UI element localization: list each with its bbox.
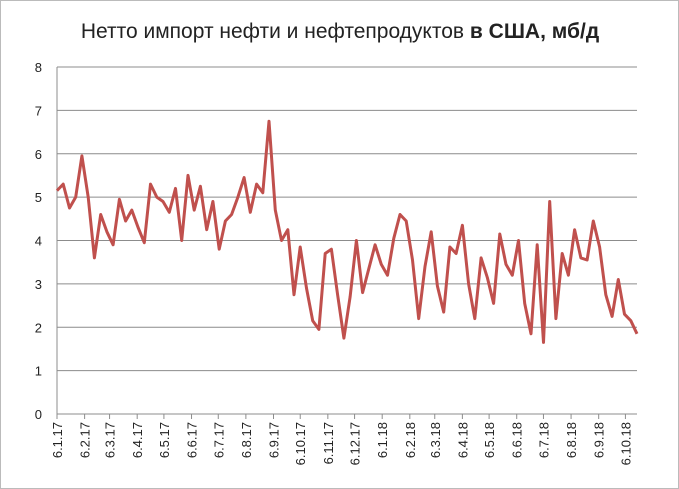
y-tick-label: 4 [35,234,42,249]
title-part: Нетто импорт нефти и нефтепродуктов [81,20,464,43]
x-tick-label: 6.10.18 [618,422,633,465]
x-tick-label: 6.8.17 [239,422,254,458]
x-tick-label: 6.6.18 [510,422,525,458]
x-tick-label: 6.7.17 [211,422,226,458]
y-tick-label: 3 [35,277,42,292]
x-tick-label: 6.3.17 [103,422,118,458]
x-tick-label: 6.8.18 [564,422,579,458]
x-tick-label: 6.1.17 [50,422,65,458]
x-tick-label: 6.12.17 [348,422,363,465]
x-tick-label: 6.2.17 [78,422,93,458]
x-tick-label: 6.10.17 [293,422,308,465]
y-tick-label: 5 [35,190,42,205]
x-tick-label: 6.1.18 [375,422,390,458]
x-tick-label: 6.7.18 [536,422,551,458]
x-tick-label: 6.6.17 [185,422,200,458]
data-line [55,119,639,344]
y-tick-label: 7 [35,103,42,118]
y-tick-label: 0 [35,407,42,422]
x-tick-label: 6.5.18 [482,422,497,458]
x-tick-label: 6.5.17 [157,422,172,458]
y-tick-label: 2 [35,320,42,335]
x-tick-label: 6.9.18 [592,422,607,458]
title-part: в США, мб/д [470,20,599,43]
y-tick-label: 1 [35,364,42,379]
x-tick-label: 6.9.17 [266,422,281,458]
y-tick-label: 8 [35,60,42,75]
x-tick-label: 6.3.18 [428,422,443,458]
chart-title: Нетто импорт нефти и нефтепродуктов в СШ… [81,20,599,43]
x-tick-label: 6.4.18 [455,422,470,458]
x-tick-label: 6.4.17 [130,422,145,458]
y-tick-label: 6 [35,147,42,162]
x-tick-label: 6.11.17 [321,422,336,464]
x-tick-label: 6.2.18 [403,422,418,458]
